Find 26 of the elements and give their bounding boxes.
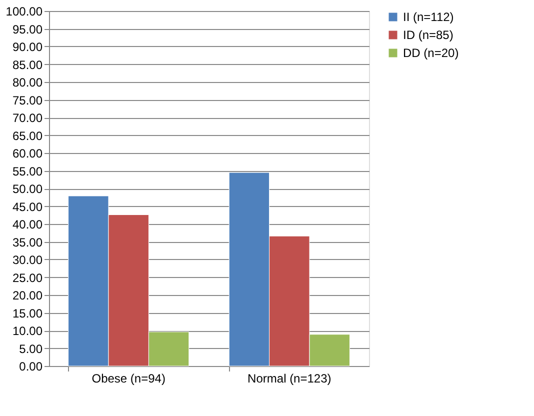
y-tick-label: 30.00 xyxy=(12,253,43,267)
y-tick-label: 65.00 xyxy=(12,128,43,143)
y-tick-label: 90.00 xyxy=(12,40,43,54)
y-tick-label: 25.00 xyxy=(12,270,43,285)
y-tick-label: 70.00 xyxy=(12,111,43,125)
legend-label: DD (n=20) xyxy=(403,46,459,60)
y-tick-label: 20.00 xyxy=(12,288,43,302)
y-tick-label: 100.00 xyxy=(6,4,43,18)
y-tick-label: 95.00 xyxy=(12,22,43,36)
y-tick-label: 15.00 xyxy=(12,306,43,320)
y-tick-label: 60.00 xyxy=(12,146,43,160)
y-tick-label: 35.00 xyxy=(12,235,43,250)
x-tick-label: Normal (n=123) xyxy=(248,372,332,386)
y-tick-label: 50.00 xyxy=(12,182,43,196)
y-tick-label: 10.00 xyxy=(12,324,43,338)
y-tick-label: 0.00 xyxy=(19,360,43,374)
y-tick-label: 5.00 xyxy=(19,342,43,356)
legend-label: II (n=112) xyxy=(403,10,454,24)
y-tick-label: 85.00 xyxy=(12,58,43,72)
y-tick-label: 55.00 xyxy=(12,164,43,178)
y-tick-label: 80.00 xyxy=(12,76,43,90)
y-tick-label: 75.00 xyxy=(12,93,43,108)
y-tick-label: 40.00 xyxy=(12,218,43,232)
x-tick-label: Obese (n=94) xyxy=(92,372,166,386)
legend-label: ID (n=85) xyxy=(403,28,454,42)
y-tick-label: 45.00 xyxy=(12,200,43,214)
